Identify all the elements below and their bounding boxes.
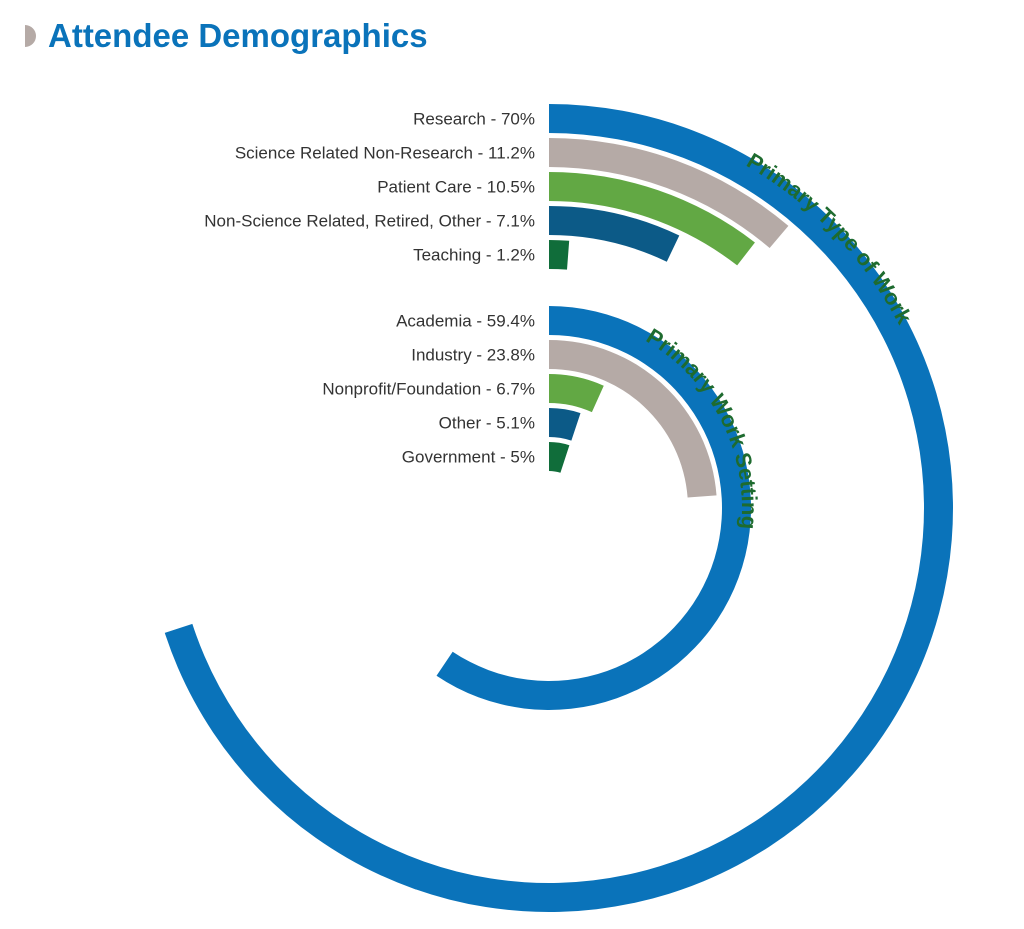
bar-science-related-non-research [549,138,789,249]
label-other: Other - 5.1% [439,414,535,433]
label-government: Government - 5% [402,448,535,467]
label-patient-care: Patient Care - 10.5% [377,178,535,197]
label-academia: Academia - 59.4% [396,312,535,331]
ring-group-primary-type-of-work: Research - 70% Science Related Non-Resear… [164,104,953,913]
label-teaching: Teaching - 1.2% [413,246,535,265]
page-title: Attendee Demographics [48,17,428,54]
bar-government [549,442,570,473]
bar-patient-care [549,172,755,266]
bar-industry [549,340,717,498]
bar-nonprofit-foundation [549,374,604,413]
label-industry: Industry - 23.8% [411,346,535,365]
label-science-related-non-research: Science Related Non-Research - 11.2% [235,144,535,163]
label-research: Research - 70% [413,110,535,129]
bar-academia [436,306,751,710]
bar-other [549,408,581,441]
ring-group-primary-work-setting: Academia - 59.4% Industry - 23.8% Nonprofi… [322,306,762,710]
label-non-science-related-retired-other: Non-Science Related, Retired, Other - 7.… [204,212,535,231]
bar-non-science-related-retired-other [549,206,680,262]
radial-bars: Research - 70% Science Related Non-Resear… [164,104,953,913]
bar-teaching [549,240,570,270]
label-nonprofit-foundation: Nonprofit/Foundation - 6.7% [322,380,535,399]
title-marker [25,25,36,47]
